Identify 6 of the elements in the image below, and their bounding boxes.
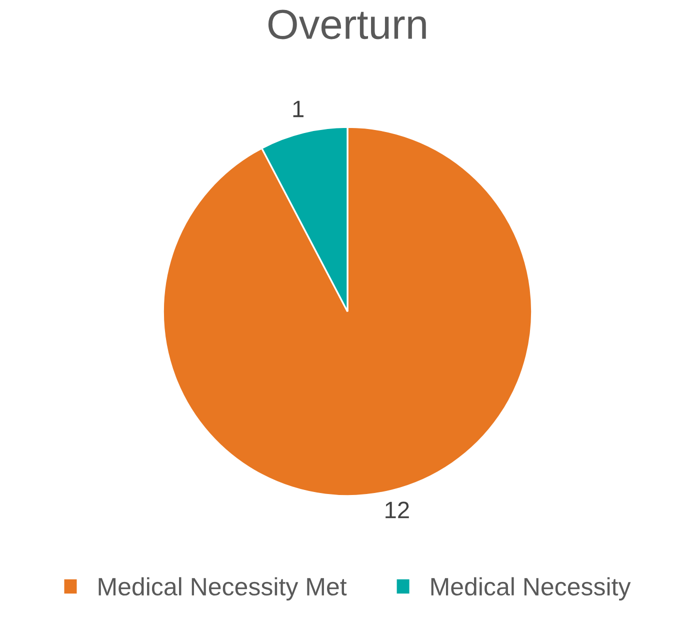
legend-label: Medical Necessity — [431, 577, 631, 600]
legend-label: Medical Necessity Met — [98, 577, 347, 600]
pie-slice — [162, 126, 533, 497]
chart-title: Overturn — [268, 10, 426, 40]
data-label: 1 — [293, 100, 304, 118]
data-label: 12 — [386, 502, 409, 518]
